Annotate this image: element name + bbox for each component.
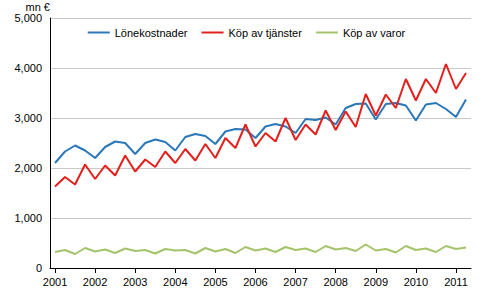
svg-text:2011: 2011 (444, 276, 468, 288)
svg-text:2001: 2001 (43, 276, 67, 288)
svg-text:2009: 2009 (364, 276, 388, 288)
svg-text:2,000: 2,000 (14, 162, 42, 174)
svg-text:2006: 2006 (243, 276, 267, 288)
svg-text:2005: 2005 (203, 276, 227, 288)
svg-text:5,000: 5,000 (14, 12, 42, 24)
svg-text:Lönekostnader: Lönekostnader (115, 27, 188, 39)
svg-text:2004: 2004 (163, 276, 187, 288)
svg-text:2002: 2002 (83, 276, 107, 288)
svg-text:4,000: 4,000 (14, 62, 42, 74)
svg-text:3,000: 3,000 (14, 112, 42, 124)
svg-text:2010: 2010 (404, 276, 428, 288)
svg-text:0: 0 (36, 262, 42, 274)
svg-text:2003: 2003 (123, 276, 147, 288)
svg-text:Köp av varor: Köp av varor (343, 27, 406, 39)
svg-text:mn €: mn € (26, 1, 50, 13)
svg-text:2008: 2008 (323, 276, 347, 288)
svg-text:1,000: 1,000 (14, 212, 42, 224)
svg-text:Köp av tjänster: Köp av tjänster (229, 27, 303, 39)
svg-text:2007: 2007 (283, 276, 307, 288)
